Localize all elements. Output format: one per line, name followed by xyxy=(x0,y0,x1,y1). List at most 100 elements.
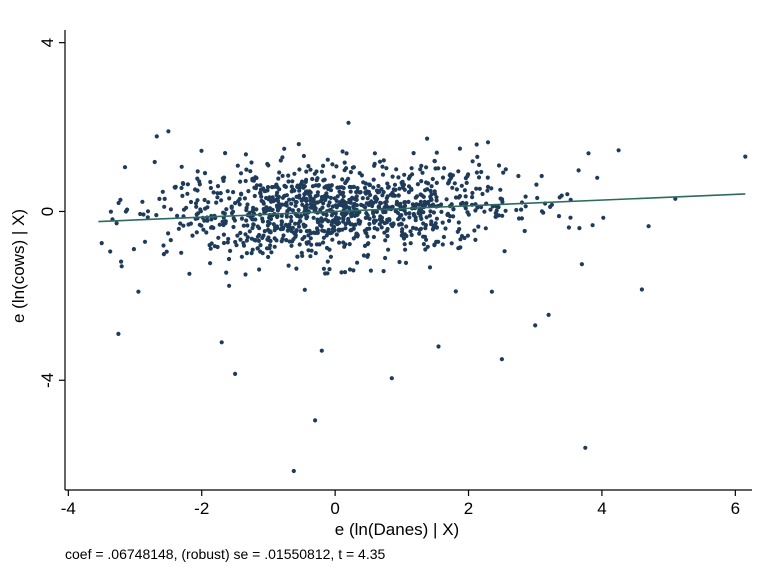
scatter-point xyxy=(472,228,477,233)
scatter-point xyxy=(300,236,305,242)
scatter-point xyxy=(247,229,252,234)
scatter-point xyxy=(501,170,506,175)
scatter-point xyxy=(226,236,231,242)
scatter-point xyxy=(325,194,330,199)
scatter-point xyxy=(244,238,249,243)
scatter-point xyxy=(280,173,285,178)
scatter-point xyxy=(568,215,573,220)
scatter-point xyxy=(340,149,345,154)
scatter-point xyxy=(304,198,309,204)
scatter-point xyxy=(315,176,320,181)
scatter-point xyxy=(462,188,467,193)
scatter-point xyxy=(309,242,314,247)
scatter-point xyxy=(261,201,266,206)
scatter-point xyxy=(379,215,385,220)
scatter-point xyxy=(371,214,376,219)
scatter-point xyxy=(269,208,274,213)
scatter-point xyxy=(145,215,150,220)
scatter-point xyxy=(390,193,395,198)
scatter-point xyxy=(548,204,553,209)
scatter-point xyxy=(308,254,313,259)
scatter-point xyxy=(335,185,340,190)
scatter-point xyxy=(352,201,357,206)
scatter-point xyxy=(321,235,326,240)
scatter-point xyxy=(188,199,194,205)
scatter-point xyxy=(311,215,316,220)
scatter-point xyxy=(225,240,230,245)
scatter-point xyxy=(140,199,145,204)
scatter-point xyxy=(430,176,435,182)
scatter-point xyxy=(118,197,123,202)
scatter-point xyxy=(475,154,480,159)
scatter-point xyxy=(496,213,501,218)
scatter-point xyxy=(326,183,331,188)
x-tick-label: -2 xyxy=(194,499,209,518)
scatter-point xyxy=(239,192,244,197)
scatter-point xyxy=(456,169,461,174)
scatter-point xyxy=(372,161,377,166)
scatter-point xyxy=(337,240,342,245)
scatter-point xyxy=(288,214,294,220)
scatter-point xyxy=(496,163,502,168)
scatter-point xyxy=(306,248,311,253)
scatter-point xyxy=(339,185,344,190)
scatter-point xyxy=(590,223,595,228)
scatter-point xyxy=(136,289,141,294)
scatter-point xyxy=(432,189,437,194)
scatter-point xyxy=(354,231,359,236)
scatter-point xyxy=(348,170,353,175)
scatter-point xyxy=(411,213,416,218)
scatter-point xyxy=(523,194,528,199)
scatter-point xyxy=(397,186,402,191)
scatter-point xyxy=(296,208,301,213)
scatter-point xyxy=(386,247,391,252)
scatter-point xyxy=(275,198,281,203)
scatter-point xyxy=(391,221,396,226)
scatter-point xyxy=(208,261,213,266)
regression-note: coef = .06748148, (robust) se = .0155081… xyxy=(65,546,386,562)
scatter-point xyxy=(326,203,331,208)
scatter-point xyxy=(198,207,203,212)
scatter-point xyxy=(425,244,430,249)
scatter-point xyxy=(197,182,202,187)
scatter-point xyxy=(116,331,121,336)
scatter-point xyxy=(289,184,294,189)
scatter-point xyxy=(342,270,348,275)
scatter-point xyxy=(385,228,390,233)
scatter-point xyxy=(226,256,232,262)
scatter-point xyxy=(199,223,204,228)
scatter-point xyxy=(291,468,296,474)
scatter-point xyxy=(294,266,299,271)
scatter-point xyxy=(355,260,360,265)
scatter-point xyxy=(357,221,362,226)
scatter-point xyxy=(424,165,429,170)
scatter-points xyxy=(99,120,748,474)
scatter-point xyxy=(445,212,450,217)
scatter-point xyxy=(336,202,341,207)
scatter-point xyxy=(368,192,373,198)
scatter-point xyxy=(427,265,433,270)
scatter-point xyxy=(449,202,454,207)
scatter-point xyxy=(408,229,413,234)
scatter-point xyxy=(579,262,585,267)
scatter-point xyxy=(334,164,339,169)
scatter-point xyxy=(308,236,313,241)
scatter-point xyxy=(257,267,262,272)
scatter-point xyxy=(266,237,271,243)
scatter-point xyxy=(215,195,220,200)
scatter-point xyxy=(565,192,570,197)
scatter-point xyxy=(428,188,433,193)
scatter-point xyxy=(503,167,508,172)
scatter-point xyxy=(351,165,356,170)
scatter-point xyxy=(275,185,280,190)
scatter-point xyxy=(534,182,539,187)
scatter-point xyxy=(264,246,270,251)
scatter-point xyxy=(289,201,294,206)
scatter-point xyxy=(465,233,470,238)
scatter-point xyxy=(122,165,128,170)
scatter-point xyxy=(195,169,200,174)
scatter-point xyxy=(453,289,458,294)
scatter-point xyxy=(332,196,337,201)
scatter-point xyxy=(252,237,257,243)
scatter-point xyxy=(433,221,438,226)
